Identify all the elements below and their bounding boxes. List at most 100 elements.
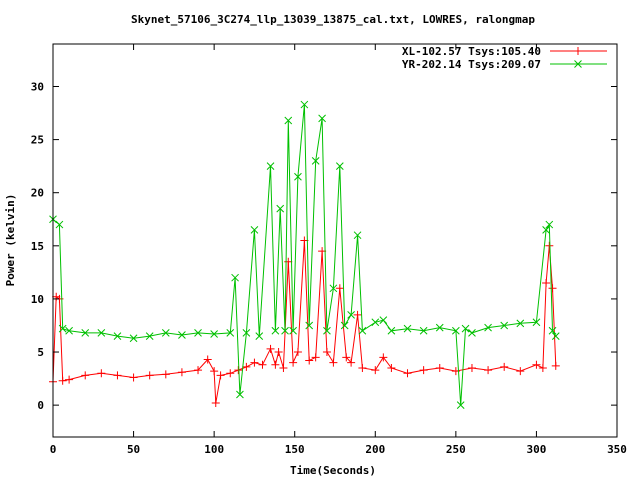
data-point	[113, 371, 122, 380]
data-point	[258, 360, 267, 369]
data-point	[461, 324, 470, 333]
data-point	[145, 371, 154, 380]
data-point	[284, 116, 293, 125]
data-point	[387, 326, 396, 335]
data-point	[322, 348, 331, 357]
data-point	[194, 329, 202, 337]
data-point	[532, 318, 541, 327]
y-tick-label: 30	[31, 80, 44, 93]
data-point	[210, 330, 218, 338]
data-point	[347, 310, 355, 319]
data-point	[271, 360, 280, 369]
data-point	[452, 326, 460, 335]
data-point	[274, 348, 283, 357]
data-point	[305, 356, 314, 365]
data-point	[81, 371, 90, 380]
x-tick-label: 350	[607, 443, 627, 456]
data-point	[178, 331, 186, 339]
data-point	[318, 114, 326, 123]
data-point	[323, 326, 331, 335]
data-point	[81, 329, 90, 337]
data-point	[194, 366, 203, 375]
data-point	[279, 363, 288, 372]
data-point	[250, 358, 259, 367]
data-point	[271, 326, 280, 335]
data-point	[371, 318, 380, 327]
x-tick-label: 300	[526, 443, 546, 456]
data-point	[294, 172, 302, 181]
y-axis-label: Power (kelvin)	[4, 194, 17, 287]
data-point	[403, 324, 412, 333]
data-point	[255, 332, 264, 340]
data-point	[266, 162, 275, 171]
data-point	[435, 323, 444, 332]
data-point	[548, 284, 557, 293]
data-point	[203, 355, 212, 364]
legend-label-yr: YR-202.14 Tsys:209.07	[402, 58, 541, 71]
data-point	[289, 326, 297, 335]
y-tick-label: 0	[37, 399, 44, 412]
x-tick-label: 150	[285, 443, 305, 456]
data-point	[353, 231, 362, 240]
y-tick-label: 10	[31, 293, 44, 306]
y-tick-label: 5	[37, 346, 44, 359]
data-point	[500, 362, 509, 371]
series-layer	[49, 100, 560, 409]
chart-title: Skynet_57106_3C274_llp_13039_13875_cal.t…	[131, 13, 535, 26]
data-point	[231, 273, 239, 282]
data-point	[300, 100, 309, 109]
data-point	[545, 241, 554, 250]
series-line-1	[52, 104, 557, 406]
data-point	[516, 319, 525, 328]
data-point	[65, 326, 73, 335]
data-point	[403, 369, 412, 378]
data-point	[97, 329, 106, 337]
data-point	[58, 324, 67, 333]
data-point	[242, 362, 251, 371]
x-tick-label: 100	[204, 443, 224, 456]
series-line-0	[52, 240, 557, 404]
data-point	[353, 310, 362, 319]
y-tick-label: 25	[31, 134, 44, 147]
legend: XL-102.57 Tsys:105.40 YR-202.14 Tsys:209…	[402, 45, 607, 71]
data-point	[358, 326, 367, 335]
data-point	[211, 399, 220, 408]
data-point	[113, 332, 122, 340]
data-point	[129, 334, 138, 343]
data-point	[145, 332, 154, 340]
data-point	[65, 375, 74, 384]
data-point	[347, 358, 356, 367]
data-point	[548, 326, 557, 335]
data-point	[161, 329, 170, 337]
data-point	[468, 329, 476, 337]
data-point	[58, 376, 67, 385]
data-point	[387, 363, 396, 372]
data-point	[311, 353, 320, 362]
x-tick-label: 200	[365, 443, 385, 456]
x-tick-label: 50	[127, 443, 140, 456]
data-point	[484, 323, 492, 332]
data-point	[358, 363, 367, 372]
data-point	[276, 204, 285, 213]
data-point	[52, 292, 61, 301]
data-point	[210, 367, 219, 376]
y-tick-label: 15	[31, 240, 44, 253]
data-point	[419, 326, 428, 335]
x-axis-label: Time(Seconds)	[290, 464, 376, 477]
x-tick-label: 0	[50, 443, 57, 456]
plot-frame	[52, 43, 618, 438]
data-point	[532, 360, 541, 369]
data-point	[335, 162, 344, 171]
data-point	[551, 361, 560, 370]
data-point	[129, 373, 138, 382]
data-point	[281, 326, 289, 335]
data-point	[293, 348, 302, 357]
data-point	[216, 371, 225, 380]
data-point	[226, 369, 235, 378]
data-point	[329, 358, 338, 367]
data-point	[289, 358, 298, 367]
y-tick-label: 20	[31, 187, 44, 200]
data-point	[329, 284, 338, 293]
data-point	[542, 278, 551, 287]
data-point	[335, 284, 344, 293]
